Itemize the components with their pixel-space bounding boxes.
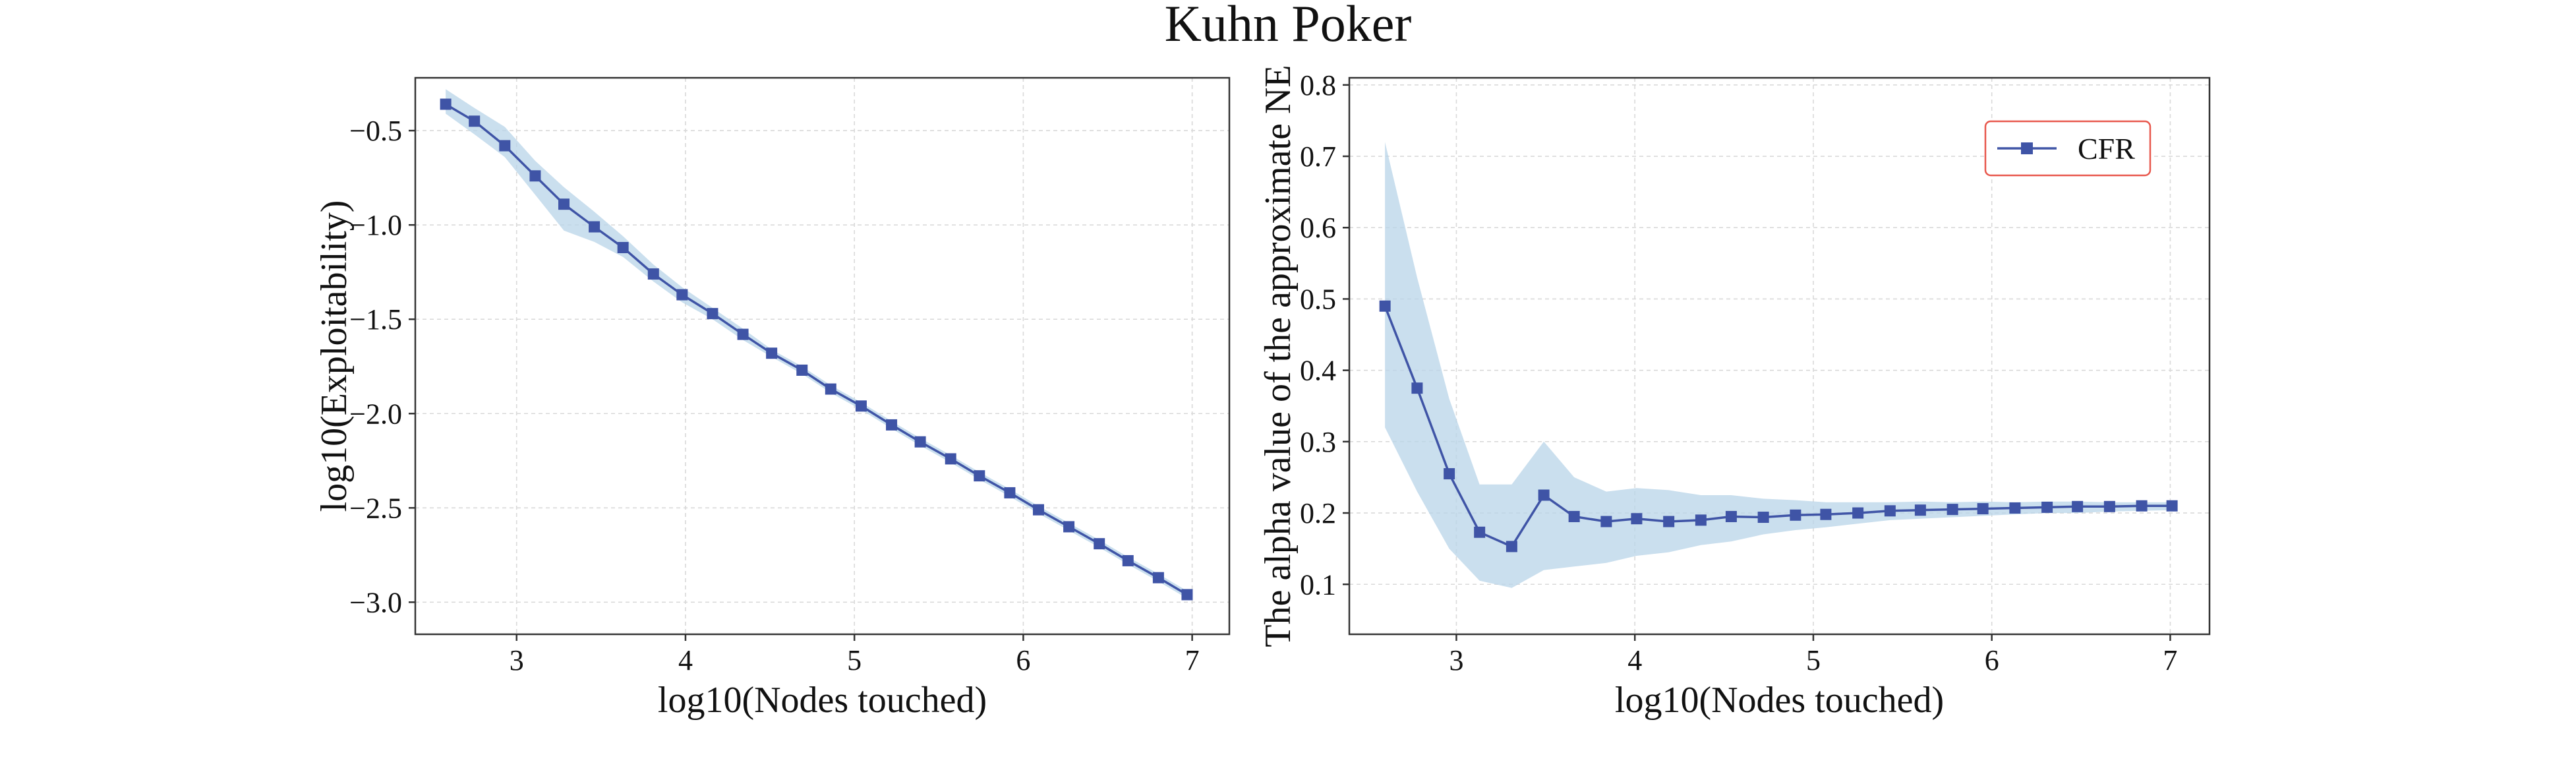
y-tick-label: 0.4 — [1300, 355, 1336, 387]
data-point — [1663, 516, 1675, 527]
data-point — [2041, 501, 2053, 513]
data-point — [796, 364, 808, 376]
data-point — [1757, 512, 1769, 524]
plot-frame — [1348, 76, 2211, 636]
legend-marker-swatch — [2021, 142, 2033, 154]
x-tick-label: 5 — [1806, 644, 1821, 676]
data-point — [1444, 468, 1455, 480]
data-point — [676, 289, 688, 301]
x-axis-label: log10(Nodes touched) — [658, 680, 987, 721]
x-tick-label: 6 — [1985, 644, 1999, 676]
data-point — [1538, 489, 1550, 501]
data-point — [1181, 589, 1193, 601]
plot-frame — [414, 76, 1231, 636]
grid-lines — [415, 78, 1229, 634]
data-point — [647, 268, 659, 280]
data-point — [1032, 504, 1044, 516]
y-tick-label: −3.0 — [349, 586, 402, 618]
data-point — [469, 115, 481, 127]
data-point — [499, 140, 511, 152]
data-point — [1914, 504, 1926, 516]
y-tick-label: −2.0 — [349, 398, 402, 430]
data-point — [1063, 521, 1075, 533]
data-point — [945, 453, 956, 465]
y-tick-label: 0.7 — [1300, 140, 1336, 173]
data-point — [1122, 554, 1134, 566]
x-tick-label: 5 — [847, 644, 862, 676]
x-tick-label: 7 — [1185, 644, 1200, 676]
y-tick-label: 0.3 — [1300, 426, 1336, 458]
data-point — [2136, 500, 2148, 512]
figure-title: Kuhn Poker — [1165, 0, 1412, 52]
data-point — [1600, 516, 1612, 527]
data-point — [766, 347, 778, 359]
data-point — [2009, 502, 2021, 514]
data-point — [1004, 487, 1016, 498]
x-axis-label: log10(Nodes touched) — [1615, 680, 1944, 721]
data-point — [1977, 503, 1989, 515]
data-point — [737, 328, 749, 340]
data-point — [2166, 500, 2178, 512]
y-tick-label: 0.6 — [1300, 212, 1336, 244]
legend-label: CFR — [2078, 132, 2135, 165]
data-point — [1379, 300, 1391, 312]
y-axis-label: log10(Exploitability) — [314, 200, 355, 512]
x-tick-label: 4 — [1627, 644, 1642, 676]
data-point — [974, 470, 985, 482]
data-point — [707, 308, 718, 320]
exploitability-chart: 3 4 5 6 7 −0.5 −1.0 −1.5 −2.0 −2.5 −3.0 log10(Nodes… — [314, 76, 1231, 721]
data-point — [1152, 572, 1164, 584]
data-point — [1820, 508, 1832, 520]
data-point — [589, 221, 600, 233]
data-point — [2072, 500, 2084, 512]
confidence-band — [446, 89, 1187, 599]
data-point — [440, 98, 452, 110]
legend-box — [1984, 120, 2152, 177]
y-tick-label: 0.2 — [1300, 497, 1336, 529]
legend: CFR — [1984, 120, 2152, 177]
data-point — [1411, 382, 1423, 394]
x-tick-label: 4 — [678, 644, 693, 676]
data-point — [2103, 500, 2115, 512]
y-tick-label: 0.1 — [1300, 568, 1336, 601]
data-point — [1094, 538, 1105, 550]
x-tick-label: 6 — [1016, 644, 1030, 676]
data-point — [558, 198, 570, 210]
y-tick-label: −2.5 — [349, 492, 402, 524]
data-point — [529, 170, 541, 182]
data-point — [886, 419, 898, 431]
data-point — [1790, 509, 1801, 521]
alpha-value-chart: 3 4 5 6 7 0.1 0.2 0.3 0.4 0.5 0.6 0.7 0.8 log10(Nodes… — [1258, 65, 2211, 721]
y-axis-label: The alpha value of the approximate NE — [1258, 65, 1299, 647]
x-tick-label: 3 — [1449, 644, 1463, 676]
confidence-band — [1385, 142, 2173, 588]
data-point — [1474, 526, 1486, 538]
data-point — [1695, 514, 1707, 526]
data-point — [825, 383, 836, 395]
data-point — [1631, 513, 1643, 525]
y-tick-label: −1.5 — [349, 303, 402, 336]
x-tick-label: 3 — [510, 644, 524, 676]
data-point — [617, 241, 629, 253]
y-tick-label: 0.8 — [1300, 69, 1336, 102]
data-point — [1506, 541, 1517, 553]
series-line — [445, 103, 1188, 596]
data-point — [1884, 505, 1896, 517]
y-tick-label: −1.0 — [349, 209, 402, 241]
data-point — [855, 400, 867, 412]
y-tick-label: 0.5 — [1300, 283, 1336, 315]
y-tick-label: −0.5 — [349, 115, 402, 147]
data-point — [1852, 507, 1864, 519]
data-point — [1725, 510, 1737, 522]
data-point — [914, 436, 926, 448]
data-point — [1568, 510, 1580, 522]
data-point — [1947, 504, 1958, 516]
x-tick-label: 7 — [2163, 644, 2177, 676]
